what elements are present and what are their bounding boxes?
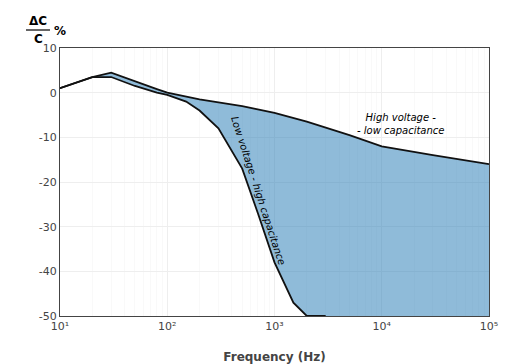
svg-text:0: 0	[50, 87, 57, 100]
svg-text:10²: 10²	[158, 320, 176, 333]
svg-text:ΔC: ΔC	[29, 14, 47, 28]
svg-text:10⁴: 10⁴	[373, 320, 392, 333]
svg-text:-20: -20	[39, 176, 57, 189]
svg-text:Frequency (Hz): Frequency (Hz)	[223, 350, 325, 364]
svg-text:10: 10	[43, 42, 57, 55]
svg-text:High voltage -- low capacitanc: High voltage -- low capacitance	[357, 112, 444, 136]
svg-text:-10: -10	[39, 131, 57, 144]
svg-text:-30: -30	[39, 221, 57, 234]
svg-text:10³: 10³	[265, 320, 283, 333]
svg-text:-40: -40	[39, 265, 57, 278]
svg-text:10⁵: 10⁵	[480, 320, 498, 333]
svg-text:Low voltage - high capacitance: Low voltage - high capacitance	[229, 115, 288, 267]
svg-text:10¹: 10¹	[51, 320, 69, 333]
svg-text:C: C	[34, 32, 43, 46]
svg-text:%: %	[54, 24, 66, 38]
svg-text:-50: -50	[39, 310, 57, 323]
